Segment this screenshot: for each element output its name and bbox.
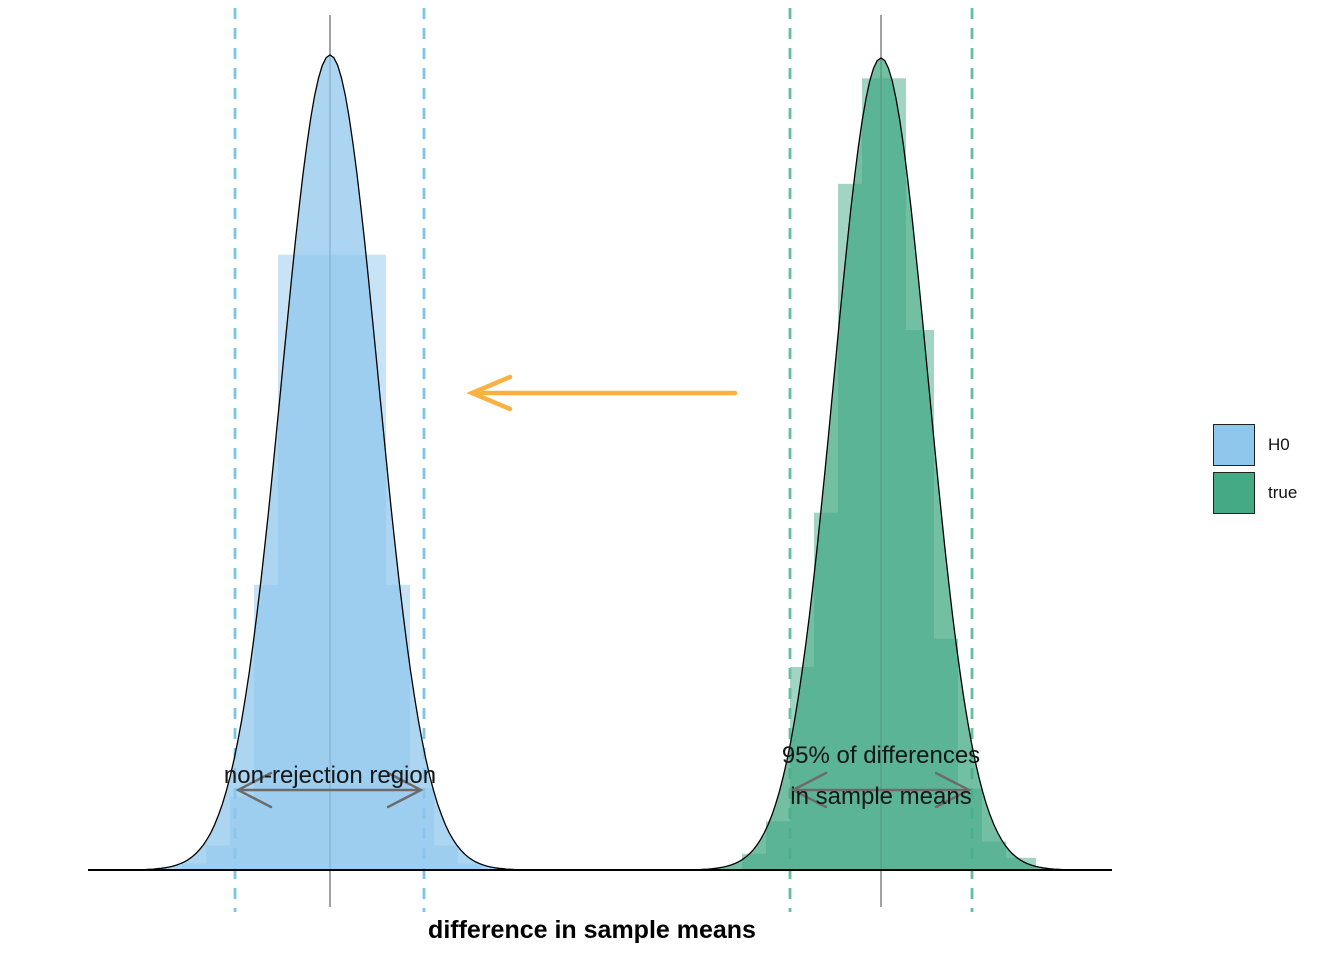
series-H0 (118, 8, 542, 912)
legend-swatch-true (1213, 472, 1255, 514)
density-curve (673, 57, 1088, 871)
ninety-five-line1: 95% of differences (781, 742, 981, 769)
series-true (673, 8, 1088, 912)
x-axis-label: difference in sample means (428, 916, 756, 944)
ninety-five-label: 95% of differences in sample means (782, 735, 980, 817)
non-rejection-label: non-rejection region (223, 762, 437, 789)
legend-item-h0: H0 (1213, 424, 1297, 466)
legend-label-h0: H0 (1268, 435, 1290, 454)
legend-item-true: true (1213, 472, 1297, 514)
ninety-five-line2: in sample means (790, 783, 972, 810)
density-curve (118, 54, 542, 871)
shift-arrow (466, 374, 738, 412)
interval-arrow (790, 771, 972, 809)
legend: H0 true (1213, 424, 1297, 514)
interval-arrow (235, 771, 424, 809)
legend-label-true: true (1268, 483, 1298, 502)
legend-swatch-h0 (1213, 424, 1255, 466)
